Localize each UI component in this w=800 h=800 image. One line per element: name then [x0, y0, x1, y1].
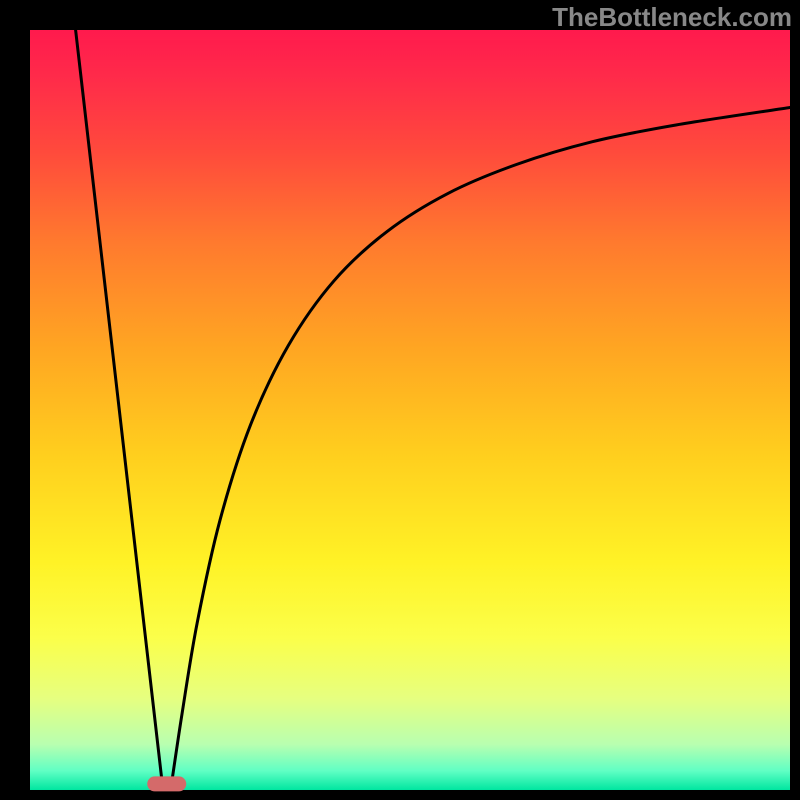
left-line: [76, 30, 163, 790]
curve-layer: [30, 30, 790, 790]
attribution-text: TheBottleneck.com: [552, 2, 792, 33]
right-curve: [171, 108, 790, 790]
minimum-marker: [147, 776, 187, 791]
plot-area: [30, 30, 790, 790]
chart-root: TheBottleneck.com: [0, 0, 800, 800]
